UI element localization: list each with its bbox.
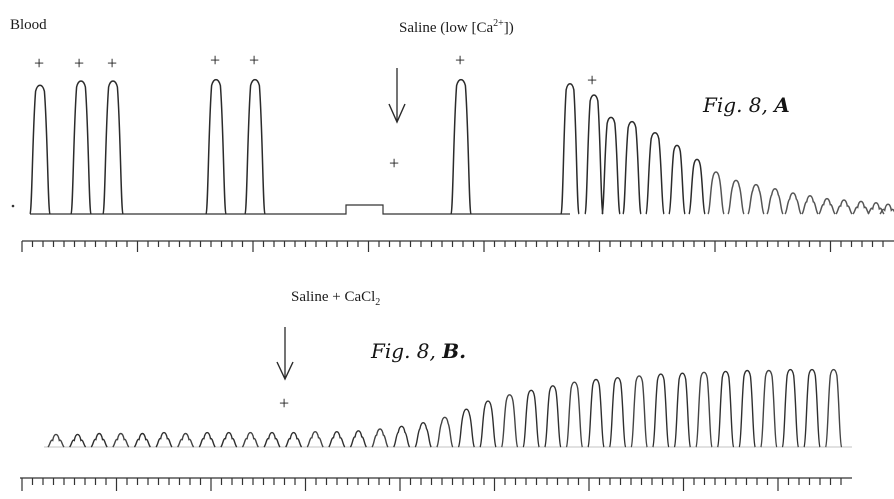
time-marker-a <box>21 240 894 252</box>
trace-b-beat <box>241 431 259 448</box>
trace-b-beat <box>738 369 756 448</box>
trace-b-beat <box>47 433 65 448</box>
trace-a-beat <box>852 200 870 215</box>
saline-low-ca-superscript: 2+ <box>493 18 504 29</box>
trace-a-beat <box>29 84 51 215</box>
time-marker-b <box>20 477 852 491</box>
trace-a <box>11 78 894 215</box>
plus-mark: + <box>587 70 598 90</box>
trace-b-beat <box>306 430 324 448</box>
plus-mark: + <box>249 50 260 70</box>
trace-a-beat <box>244 78 266 215</box>
trace-b-beat <box>285 431 303 448</box>
trace-b-beat <box>69 433 87 448</box>
plus-mark: + <box>34 53 45 73</box>
saline-low-ca-text: Saline (low [Ca <box>399 20 494 36</box>
trace-a-beat <box>70 80 92 215</box>
trace-a-dot <box>11 204 15 208</box>
trace-b-beat <box>544 385 562 448</box>
trace-a-beat <box>784 192 802 215</box>
trace-b-beat <box>220 431 238 448</box>
trace-b-beat <box>393 425 411 448</box>
trace-b-beat <box>673 372 692 448</box>
trace-a-beat <box>867 202 885 215</box>
trace-b-beat <box>803 368 821 448</box>
trace-b-beat <box>824 368 843 448</box>
figure-a-prefix: Fig. 8, <box>703 93 775 117</box>
plus-mark: + <box>389 153 400 173</box>
saline-cacl2-subscript: 2 <box>375 297 381 308</box>
trace-b-beat <box>328 430 346 448</box>
plus-mark: + <box>455 50 466 70</box>
trace-b-beat <box>479 400 497 448</box>
arrow-b <box>276 327 294 381</box>
blood-label: Blood <box>10 17 47 33</box>
plus-mark: + <box>279 393 290 413</box>
figure-a-letter: A <box>774 93 790 117</box>
figure-b-label: Fig. 8, B. <box>371 339 466 363</box>
saline-low-ca-label: Saline (low [Ca2+]) <box>399 18 514 37</box>
trace-b-beat <box>695 371 713 448</box>
trace-a-beat <box>205 78 227 215</box>
trace-a-beat <box>688 158 706 215</box>
trace-a-beat <box>450 78 472 215</box>
time-marker-b-line <box>20 477 852 491</box>
trace-a-beat <box>668 144 686 215</box>
trace-b-beat <box>608 376 627 448</box>
trace-b-beat <box>112 432 130 448</box>
figure-a-label: Fig. 8, A <box>703 93 790 117</box>
trace-a-beat <box>818 197 836 215</box>
trace-b-beat <box>760 369 778 448</box>
trace-b-beat <box>414 421 432 448</box>
saline-cacl2-text: Saline + CaCl <box>291 289 376 305</box>
trace-a-beat <box>707 171 725 215</box>
figure-b-letter: B. <box>442 339 467 363</box>
trace-b-beat <box>716 370 735 448</box>
trace-a-beat <box>747 183 765 215</box>
plus-mark: + <box>210 50 221 70</box>
trace-b-beat <box>155 431 173 448</box>
trace-b-beat <box>177 432 195 448</box>
saline-cacl2-label: Saline + CaCl2 <box>291 289 380 308</box>
trace-b-beat <box>371 428 389 448</box>
trace-a-beat <box>801 195 819 215</box>
trace-b-beat <box>522 389 540 448</box>
trace-a-beat <box>560 83 580 215</box>
trace-b-beat <box>652 373 670 448</box>
trace-a-beat <box>645 132 665 215</box>
time-marker-a-line <box>21 240 894 252</box>
plus-mark: + <box>74 53 85 73</box>
trace-b <box>44 368 852 448</box>
trace-b-beat <box>565 381 584 448</box>
trace-b-beat <box>781 368 800 448</box>
trace-a-beat <box>622 120 642 215</box>
trace-b-beat <box>133 432 151 448</box>
trace-b-beat <box>436 416 454 448</box>
trace-b-beat <box>263 431 281 448</box>
trace-b-beat <box>587 378 605 448</box>
trace-a-beat <box>601 116 621 215</box>
trace-a-beat <box>584 94 604 215</box>
trace-a-beat <box>727 179 745 215</box>
trace-b-beat <box>349 430 367 448</box>
plus-mark: + <box>107 53 118 73</box>
trace-b-beat <box>500 394 519 448</box>
trace-b-beat <box>90 432 108 448</box>
saline-low-ca-close: ]) <box>503 20 514 36</box>
trace-a-baseline <box>30 204 570 215</box>
trace-a-beat <box>102 80 124 215</box>
trace-b-beat <box>457 408 476 448</box>
figure-b-prefix: Fig. 8, <box>371 339 443 363</box>
arrow-a <box>388 68 406 124</box>
trace-b-beat <box>198 431 216 448</box>
trace-a-beat <box>835 199 853 215</box>
trace-a-beat <box>766 188 784 215</box>
trace-b-beat <box>630 375 648 448</box>
